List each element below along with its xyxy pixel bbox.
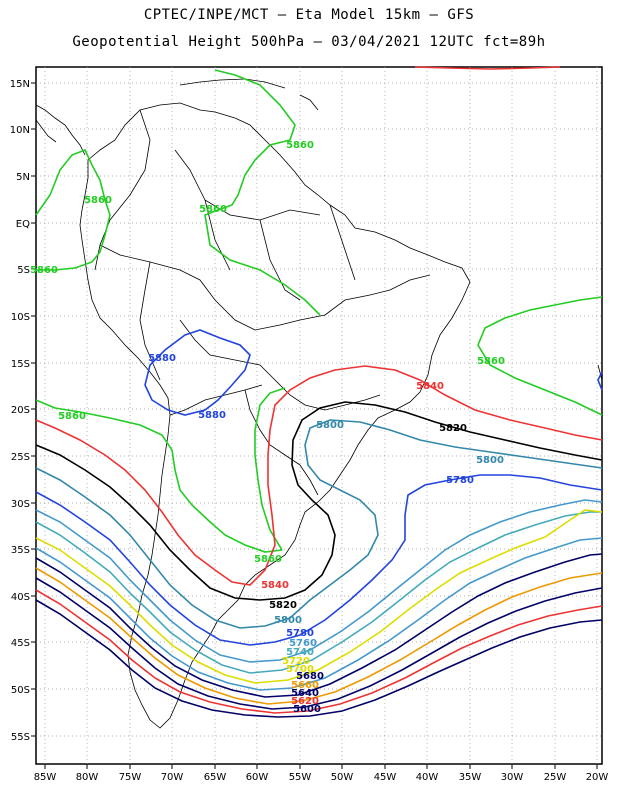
lon-label: 75W <box>119 772 142 783</box>
axis-ticks <box>31 82 598 769</box>
lon-label: 40W <box>416 772 439 783</box>
lon-label: 65W <box>204 772 227 783</box>
lat-label: 45S <box>11 638 30 649</box>
lon-label: 80W <box>76 772 99 783</box>
lat-label: 40S <box>11 592 30 603</box>
contour-label: 5780 <box>286 628 314 639</box>
coastlines <box>35 78 603 729</box>
lat-label: 15N <box>10 79 30 90</box>
contour-label: 5880 <box>198 410 226 421</box>
lon-label: 50W <box>331 772 354 783</box>
lon-label: 45W <box>374 772 397 783</box>
contour-label: 5660 <box>291 680 319 691</box>
graticule <box>36 67 602 764</box>
contour-label: 5620 <box>291 696 319 707</box>
contour-label: 5820 <box>269 600 297 611</box>
lat-label: 35S <box>11 545 30 556</box>
contour-label: 5860 <box>199 204 227 215</box>
contour-label: 5880 <box>148 353 176 364</box>
lat-label: 5S <box>17 265 30 276</box>
contour-label: 5680 <box>296 671 324 682</box>
contours <box>35 66 603 718</box>
lat-label: EQ <box>16 219 30 230</box>
contour-label: 5740 <box>286 647 314 658</box>
contour-label: 5800 <box>274 615 302 626</box>
contour-label: 5800 <box>476 455 504 466</box>
lat-label: 5N <box>16 172 30 183</box>
contour-label: 5860 <box>286 140 314 151</box>
contour-label: 5860 <box>84 195 112 206</box>
contour-label: 5820 <box>439 423 467 434</box>
lon-label: 25W <box>544 772 567 783</box>
lat-label: 30S <box>11 499 30 510</box>
lon-label: 30W <box>501 772 524 783</box>
contour-label: 5840 <box>261 580 289 591</box>
contour-label: 5860 <box>477 356 505 367</box>
lon-label: 20W <box>586 772 609 783</box>
contour-label: 5640 <box>291 688 319 699</box>
lat-label: 10S <box>11 312 30 323</box>
contour-label: 5840 <box>416 381 444 392</box>
lon-label: 70W <box>161 772 184 783</box>
contour-label: 5780 <box>446 475 474 486</box>
lat-label: 55S <box>11 732 30 743</box>
chart-title: CPTEC/INPE/MCT – Eta Model 15km – GFS <box>143 7 475 23</box>
contour-label: 5860 <box>58 411 86 422</box>
lon-label: 35W <box>459 772 482 783</box>
contour-label: 5700 <box>286 664 314 675</box>
lat-label: 10N <box>10 125 30 136</box>
lat-label: 15S <box>11 359 30 370</box>
lat-label: 50S <box>11 685 30 696</box>
contour-label: 5800 <box>316 420 344 431</box>
chart-subtitle: Geopotential Height 500hPa – 03/04/2021 … <box>72 34 546 50</box>
lon-label: 85W <box>34 772 57 783</box>
contour-label: 5760 <box>289 638 317 649</box>
lon-label: 55W <box>289 772 312 783</box>
contour-label: 5600 <box>293 704 321 715</box>
lat-label: 25S <box>11 452 30 463</box>
lon-label: 60W <box>246 772 269 783</box>
contour-label: 5860 <box>30 265 58 276</box>
contour-label: 5860 <box>254 554 282 565</box>
lat-label: 20S <box>11 405 30 416</box>
contour-label: 5720 <box>282 656 310 667</box>
